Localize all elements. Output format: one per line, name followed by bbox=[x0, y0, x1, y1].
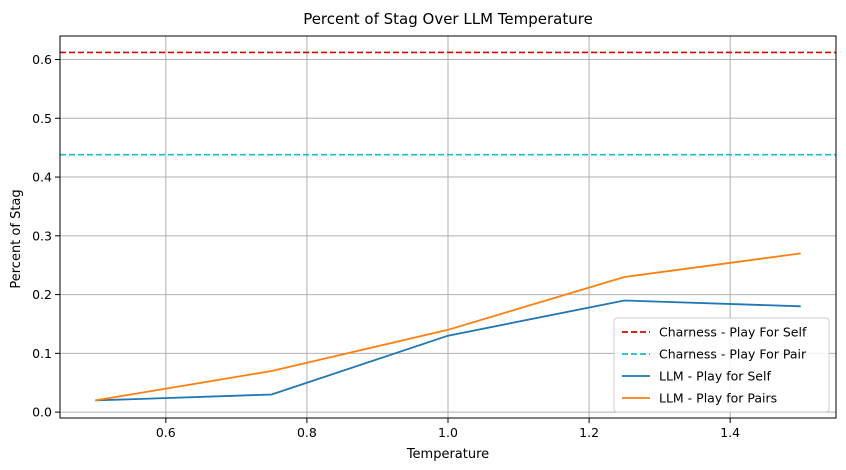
x-tick-label: 0.6 bbox=[156, 425, 176, 440]
legend-box bbox=[613, 317, 830, 413]
y-tick-label: 0.4 bbox=[32, 170, 52, 185]
y-tick-label: 0.5 bbox=[32, 111, 52, 126]
y-tick-label: 0.1 bbox=[32, 346, 52, 361]
legend-entry: Charness - Play For Pair bbox=[659, 347, 807, 362]
x-axis-ticks: 0.6 0.8 1.0 1.2 1.4 bbox=[156, 418, 740, 440]
data-series bbox=[95, 252, 801, 402]
legend: Charness - Play For Self Charness - Play … bbox=[613, 317, 830, 413]
legend-entry: LLM - Play for Pairs bbox=[659, 391, 777, 406]
reference-lines bbox=[60, 51, 836, 156]
x-tick-label: 1.4 bbox=[720, 425, 740, 440]
y-axis-label: Percent of Stag bbox=[9, 189, 24, 288]
x-tick-label: 1.0 bbox=[438, 425, 458, 440]
series-line bbox=[95, 252, 801, 402]
chart-title: Percent of Stag Over LLM Temperature bbox=[303, 10, 593, 28]
grid bbox=[60, 36, 836, 418]
x-tick-label: 0.8 bbox=[297, 425, 317, 440]
x-tick-label: 1.2 bbox=[579, 425, 599, 440]
series-line bbox=[95, 299, 801, 402]
legend-entry: Charness - Play For Self bbox=[659, 325, 807, 340]
legend-entry: LLM - Play for Self bbox=[659, 369, 771, 384]
y-tick-label: 0.2 bbox=[32, 287, 52, 302]
y-axis-ticks: 0.0 0.1 0.2 0.3 0.4 0.5 0.6 bbox=[32, 52, 60, 420]
x-axis-label: Temperature bbox=[406, 447, 489, 462]
y-tick-label: 0.3 bbox=[32, 228, 52, 243]
y-tick-label: 0.6 bbox=[32, 52, 52, 67]
y-tick-label: 0.0 bbox=[32, 405, 52, 420]
